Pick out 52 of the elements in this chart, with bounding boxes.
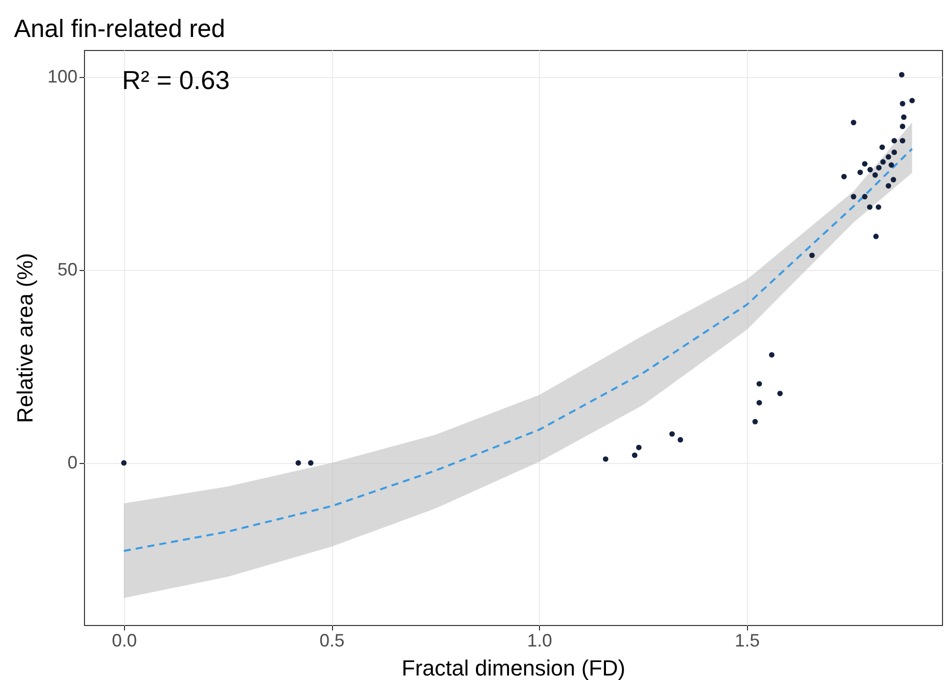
point <box>636 444 642 450</box>
point <box>602 456 608 462</box>
point <box>756 381 762 387</box>
point <box>901 114 907 120</box>
point <box>777 390 783 396</box>
x-tick-label: 0.0 <box>112 630 137 650</box>
point <box>873 234 879 240</box>
point <box>900 138 906 144</box>
point <box>669 431 675 437</box>
point <box>850 120 856 126</box>
y-tick-label: 0 <box>67 452 78 472</box>
point <box>886 154 892 160</box>
point <box>296 460 302 466</box>
point <box>752 418 758 424</box>
x-tick-label: 1.5 <box>734 630 760 650</box>
x-tick-label: 0.5 <box>320 630 345 650</box>
chart-title: Anal fin-related red <box>14 15 226 43</box>
line-series <box>122 148 914 552</box>
point <box>886 183 892 189</box>
y-axis-title: Relative area (%) <box>12 253 38 423</box>
point <box>308 460 314 466</box>
point <box>857 170 863 176</box>
point <box>872 172 878 178</box>
point <box>876 164 882 170</box>
point <box>841 174 847 180</box>
point <box>121 460 127 466</box>
point <box>880 159 886 165</box>
point <box>756 400 762 406</box>
point <box>876 204 882 210</box>
point <box>900 100 906 106</box>
annotation: R² = 0.63 <box>122 65 230 95</box>
x-tick-label: 1.0 <box>527 630 552 650</box>
y-tick-label: 100 <box>47 66 78 87</box>
point <box>867 166 873 172</box>
point <box>879 144 885 150</box>
point <box>892 150 897 155</box>
point <box>862 161 868 167</box>
point <box>909 98 915 104</box>
point <box>768 352 774 358</box>
point <box>888 162 894 168</box>
point <box>867 204 872 210</box>
point <box>632 452 638 458</box>
point <box>898 72 904 78</box>
point <box>900 124 906 130</box>
point <box>890 176 896 182</box>
point <box>809 252 815 258</box>
y-tick-label: 50 <box>57 259 78 280</box>
point <box>862 194 868 200</box>
point <box>678 437 684 442</box>
point <box>850 194 856 200</box>
point <box>892 138 897 144</box>
x-axis-title: Fractal dimension (FD) <box>402 656 626 680</box>
